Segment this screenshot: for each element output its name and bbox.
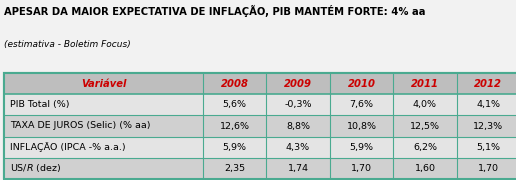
Text: 1,70: 1,70 bbox=[478, 164, 499, 173]
Bar bbox=[457, 115, 516, 137]
Text: 4,0%: 4,0% bbox=[413, 100, 437, 109]
Text: 10,8%: 10,8% bbox=[346, 122, 377, 130]
Text: 2011: 2011 bbox=[411, 78, 439, 89]
Text: 2009: 2009 bbox=[284, 78, 312, 89]
Bar bbox=[4, 137, 203, 158]
Bar bbox=[203, 94, 266, 115]
Bar bbox=[4, 73, 516, 179]
Text: 8,8%: 8,8% bbox=[286, 122, 310, 130]
Text: 5,6%: 5,6% bbox=[222, 100, 247, 109]
Text: 2008: 2008 bbox=[220, 78, 249, 89]
Bar bbox=[266, 137, 330, 158]
Bar bbox=[393, 73, 457, 94]
Bar bbox=[330, 94, 393, 115]
Bar bbox=[330, 137, 393, 158]
Bar bbox=[266, 158, 330, 179]
Bar bbox=[4, 115, 203, 137]
Text: 1,60: 1,60 bbox=[414, 164, 436, 173]
Bar bbox=[393, 158, 457, 179]
Text: 2,35: 2,35 bbox=[224, 164, 245, 173]
Text: 4,3%: 4,3% bbox=[286, 143, 310, 152]
Text: 2010: 2010 bbox=[347, 78, 376, 89]
Text: 4,1%: 4,1% bbox=[476, 100, 501, 109]
Bar bbox=[203, 158, 266, 179]
Bar bbox=[4, 73, 203, 94]
Text: 12,3%: 12,3% bbox=[473, 122, 504, 130]
Bar bbox=[4, 94, 203, 115]
Bar bbox=[266, 73, 330, 94]
Text: (estimativa - Boletim Focus): (estimativa - Boletim Focus) bbox=[4, 40, 131, 49]
Text: 1,70: 1,70 bbox=[351, 164, 372, 173]
Bar bbox=[330, 73, 393, 94]
Text: 1,74: 1,74 bbox=[287, 164, 309, 173]
Bar bbox=[4, 158, 203, 179]
Bar bbox=[266, 94, 330, 115]
Text: 12,5%: 12,5% bbox=[410, 122, 440, 130]
Text: 5,9%: 5,9% bbox=[222, 143, 247, 152]
Text: 7,6%: 7,6% bbox=[349, 100, 374, 109]
Bar bbox=[266, 115, 330, 137]
Bar bbox=[203, 115, 266, 137]
Bar bbox=[457, 94, 516, 115]
Text: Variável: Variável bbox=[81, 78, 126, 89]
Bar bbox=[393, 115, 457, 137]
Text: 5,9%: 5,9% bbox=[349, 143, 374, 152]
Bar bbox=[330, 158, 393, 179]
Text: APESAR DA MAIOR EXPECTATIVA DE INFLAÇÃO, PIB MANTÉM FORTE: 4% aa: APESAR DA MAIOR EXPECTATIVA DE INFLAÇÃO,… bbox=[4, 5, 426, 17]
Text: US$/R$ (dez): US$/R$ (dez) bbox=[10, 163, 61, 174]
Bar bbox=[203, 73, 266, 94]
Bar bbox=[457, 158, 516, 179]
Bar bbox=[457, 73, 516, 94]
Text: -0,3%: -0,3% bbox=[284, 100, 312, 109]
Text: INFLAÇÃO (IPCA -% a.a.): INFLAÇÃO (IPCA -% a.a.) bbox=[10, 142, 126, 152]
Text: TAXA DE JUROS (Selic) (% aa): TAXA DE JUROS (Selic) (% aa) bbox=[10, 122, 151, 130]
Text: PIB Total (%): PIB Total (%) bbox=[10, 100, 70, 109]
Bar bbox=[4, 73, 516, 179]
Bar bbox=[393, 94, 457, 115]
Bar bbox=[330, 115, 393, 137]
Text: 6,2%: 6,2% bbox=[413, 143, 437, 152]
Bar bbox=[393, 137, 457, 158]
Bar bbox=[203, 137, 266, 158]
Bar bbox=[457, 137, 516, 158]
Text: 12,6%: 12,6% bbox=[219, 122, 250, 130]
Text: 5,1%: 5,1% bbox=[476, 143, 501, 152]
Text: 2012: 2012 bbox=[474, 78, 503, 89]
